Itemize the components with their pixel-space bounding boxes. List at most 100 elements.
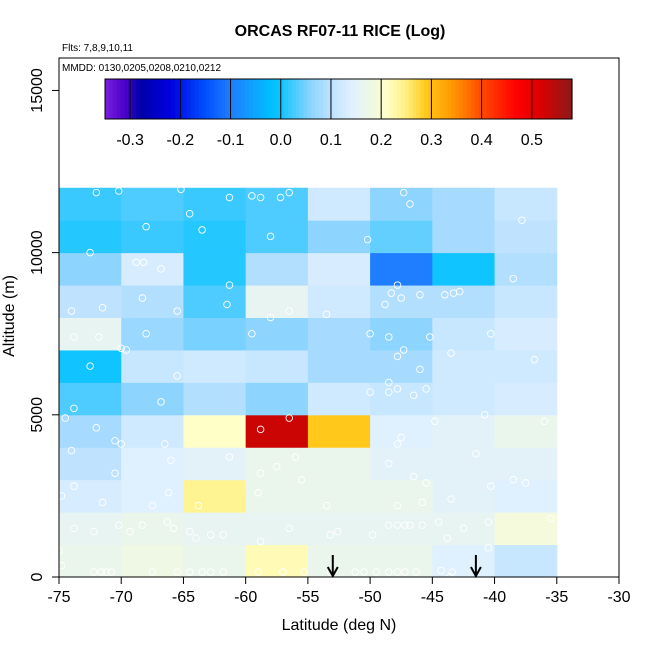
heatmap-cell <box>307 479 371 513</box>
colorbar-segment <box>568 79 573 119</box>
heatmap-cell <box>245 544 309 578</box>
mmdd-note: MMDD: 0130,0205,0208,0210,0212 <box>62 63 221 74</box>
colorbar-segment <box>416 79 421 119</box>
colorbar-segment <box>120 79 126 119</box>
y-tick-label: 0 <box>29 572 46 581</box>
observation-point <box>185 527 194 536</box>
observation-point <box>254 568 262 576</box>
heatmap-cell <box>307 544 371 578</box>
x-tick-label: -60 <box>234 589 257 606</box>
observation-point <box>98 498 107 507</box>
colorbar-segment <box>252 79 258 119</box>
observation-point <box>163 518 172 526</box>
colorbar-segment <box>229 79 235 119</box>
colorbar-segment <box>276 79 281 119</box>
observation-point <box>484 544 493 552</box>
colorbar-segment <box>513 79 519 119</box>
observation-point <box>381 300 389 309</box>
heatmap-cell <box>494 187 558 221</box>
observation-points <box>55 185 555 581</box>
colorbar-segment <box>198 79 203 119</box>
observation-point <box>70 333 78 341</box>
observation-point <box>67 307 76 315</box>
heatmap-cell <box>432 349 496 383</box>
colorbar-frame <box>104 78 573 120</box>
colorbar: -0.3 -0.2 -0.1 0.0 0.1 0.2 0.3 0.4 0.5 <box>104 78 573 149</box>
x-axis-title: Latitude (deg N) <box>282 617 397 634</box>
heatmap-cell <box>121 285 184 318</box>
observation-point <box>126 527 134 536</box>
observation-point <box>393 385 402 393</box>
heatmap-cell <box>183 285 247 318</box>
heatmap-cell <box>307 187 371 221</box>
heatmap-cell <box>245 220 309 254</box>
colorbar-segment <box>245 79 250 119</box>
observation-point <box>142 222 150 231</box>
observation-point <box>401 521 409 529</box>
observation-point <box>86 248 94 257</box>
observation-point <box>412 568 420 576</box>
colorbar-segment <box>334 79 340 119</box>
observation-point <box>416 365 424 374</box>
observation-point <box>518 216 526 224</box>
observation-point <box>92 188 101 197</box>
heatmap-cell <box>307 317 371 351</box>
heatmap-cell <box>245 252 309 286</box>
colorbar-segment <box>287 79 293 119</box>
observation-point <box>285 524 293 533</box>
colorbar-segment <box>264 79 270 119</box>
colorbar-segment <box>163 79 168 119</box>
observation-point <box>114 521 123 529</box>
observation-point <box>225 193 234 202</box>
colorbar-segment <box>213 79 219 119</box>
colorbar-segment <box>303 79 308 119</box>
observation-point <box>406 200 414 208</box>
observation-point <box>198 226 206 234</box>
plot-frame <box>58 57 620 578</box>
colorbar-segment <box>451 79 456 119</box>
arrow-head <box>326 566 339 579</box>
observation-point <box>351 568 359 576</box>
heatmap-cell <box>494 544 558 578</box>
colorbar-segment <box>361 79 367 119</box>
colorbar-tick-label: 0.3 <box>420 132 442 149</box>
heatmap-cell <box>59 512 122 546</box>
colorbar-segment <box>447 79 452 119</box>
colorbar-segment <box>108 79 114 119</box>
observation-point <box>285 188 293 197</box>
heatmap-cell <box>183 414 247 448</box>
colorbar-segment <box>326 79 332 119</box>
observation-point <box>385 568 393 576</box>
arrow-markers <box>326 555 482 579</box>
heatmap-cell <box>494 479 558 513</box>
colorbar-segment <box>202 79 207 119</box>
observation-point <box>393 281 402 289</box>
observation-point <box>368 531 377 539</box>
colorbar-segment <box>124 79 129 119</box>
colorbar-segment <box>346 79 351 119</box>
heatmap-cell <box>370 317 433 351</box>
x-tick-label: -50 <box>359 589 382 606</box>
observation-point <box>192 534 200 542</box>
heatmap-cell <box>494 512 558 546</box>
colorbar-segment <box>233 79 238 119</box>
observation-point <box>266 232 275 241</box>
observation-point <box>455 287 464 296</box>
observation-point <box>225 281 234 289</box>
heatmap-cell <box>245 479 309 513</box>
observation-point <box>472 449 480 458</box>
colorbar-segment <box>509 79 515 119</box>
colorbar-segment <box>404 79 410 119</box>
heatmap-cell <box>183 544 247 578</box>
colorbar-segment <box>155 79 161 119</box>
heatmap-cell <box>432 479 496 513</box>
heatmap-cell <box>121 414 184 448</box>
colorbar-segment <box>400 79 406 119</box>
heatmap-cell <box>59 220 122 254</box>
observation-point <box>90 527 98 536</box>
colorbar-segment <box>470 79 476 119</box>
colorbar-segment <box>369 79 375 119</box>
colorbar-segment <box>256 79 262 119</box>
observation-point <box>393 440 402 448</box>
observation-point <box>185 209 194 218</box>
